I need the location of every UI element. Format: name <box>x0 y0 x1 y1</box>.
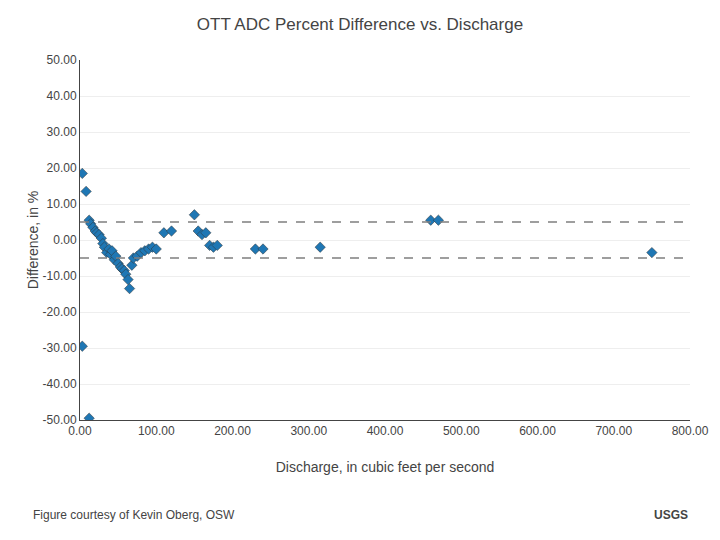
svg-text:0.00: 0.00 <box>68 424 92 438</box>
svg-text:Discharge, in cubic feet per s: Discharge, in cubic feet per second <box>276 459 495 475</box>
svg-text:200.00: 200.00 <box>214 424 251 438</box>
svg-text:-30.00: -30.00 <box>43 341 77 355</box>
svg-text:Difference, in %: Difference, in % <box>25 191 41 290</box>
svg-text:100.00: 100.00 <box>138 424 175 438</box>
svg-text:-10.00: -10.00 <box>43 269 77 283</box>
svg-text:300.00: 300.00 <box>290 424 327 438</box>
svg-text:USGS: USGS <box>654 508 688 522</box>
svg-text:600.00: 600.00 <box>519 424 556 438</box>
svg-text:40.00: 40.00 <box>47 89 77 103</box>
svg-text:0.00: 0.00 <box>53 233 77 247</box>
svg-text:400.00: 400.00 <box>367 424 404 438</box>
svg-text:-20.00: -20.00 <box>43 305 77 319</box>
svg-text:50.00: 50.00 <box>47 53 77 67</box>
svg-text:20.00: 20.00 <box>47 161 77 175</box>
svg-text:10.00: 10.00 <box>47 197 77 211</box>
svg-text:30.00: 30.00 <box>47 125 77 139</box>
svg-text:700.00: 700.00 <box>595 424 632 438</box>
svg-text:-50.00: -50.00 <box>43 413 77 427</box>
svg-text:-40.00: -40.00 <box>43 377 77 391</box>
svg-text:500.00: 500.00 <box>443 424 480 438</box>
svg-text:800.00: 800.00 <box>672 424 709 438</box>
svg-text:Figure courtesy of Kevin Oberg: Figure courtesy of Kevin Oberg, OSW <box>33 508 235 522</box>
svg-text:OTT ADC Percent Difference vs.: OTT ADC Percent Difference vs. Discharge <box>197 15 523 34</box>
